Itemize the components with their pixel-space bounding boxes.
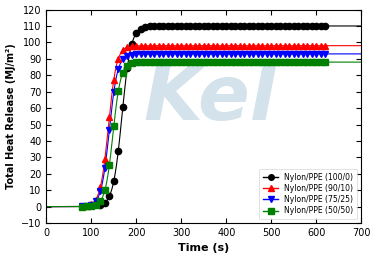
Legend: Nylon/PPE (100/0), Nylon/PPE (90/10), Nylon/PPE (75/25), Nylon/PPE (50/50): Nylon/PPE (100/0), Nylon/PPE (90/10), Ny… [259,169,357,219]
Y-axis label: Total Heat Release (MJ/m²): Total Heat Release (MJ/m²) [6,44,15,189]
X-axis label: Time (s): Time (s) [178,243,229,254]
Text: Kel: Kel [144,62,276,136]
